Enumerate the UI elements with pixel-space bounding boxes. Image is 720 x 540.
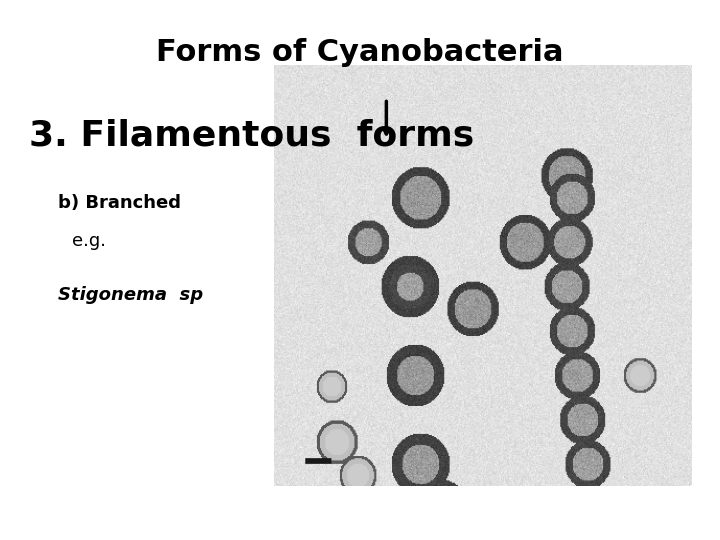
Text: Stigonema  sp: Stigonema sp <box>58 286 203 304</box>
Text: b) Branched: b) Branched <box>58 194 181 212</box>
Text: Forms of Cyanobacteria: Forms of Cyanobacteria <box>156 38 564 67</box>
Text: e.g.: e.g. <box>72 232 106 250</box>
Text: 3. Filamentous  forms: 3. Filamentous forms <box>29 119 474 153</box>
